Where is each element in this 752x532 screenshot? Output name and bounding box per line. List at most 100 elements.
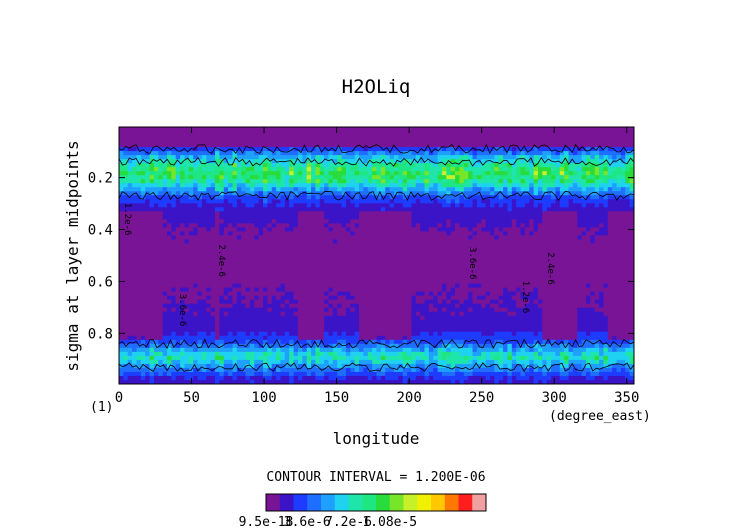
contour-cell xyxy=(315,231,321,236)
contour-cell xyxy=(311,151,316,156)
contour-cell xyxy=(398,287,404,293)
contour-cell xyxy=(450,291,456,297)
contour-cell xyxy=(398,143,404,148)
contour-cell xyxy=(263,243,268,248)
contour-cell xyxy=(145,223,150,228)
contour-cell xyxy=(498,139,504,144)
contour-cell xyxy=(393,251,399,256)
contour-cell xyxy=(193,259,198,264)
contour-cell xyxy=(520,171,526,176)
contour-cell xyxy=(289,271,294,276)
contour-cell xyxy=(463,287,469,293)
contour-cell xyxy=(529,275,535,280)
contour-cell xyxy=(206,275,212,280)
contour-cell xyxy=(167,151,172,156)
contour-cell xyxy=(411,195,417,200)
contour-cell xyxy=(572,131,578,136)
contour-cell xyxy=(254,195,260,200)
contour-cell xyxy=(201,267,207,272)
contour-cell xyxy=(415,151,421,156)
contour-cell xyxy=(564,263,569,268)
contour-cell xyxy=(210,259,216,264)
contour-cell xyxy=(599,275,604,280)
contour-cell xyxy=(311,275,316,280)
contour-cell xyxy=(328,291,334,297)
contour-cell xyxy=(411,251,417,256)
contour-cell xyxy=(507,199,513,204)
contour-cell xyxy=(599,231,604,236)
contour-cell xyxy=(210,179,216,184)
contour-cell xyxy=(158,207,164,212)
contour-cell xyxy=(607,195,613,200)
contour-cell xyxy=(507,143,513,148)
contour-cell xyxy=(241,235,246,240)
contour-cell xyxy=(271,283,277,289)
contour-cell xyxy=(489,131,495,136)
contour-cell xyxy=(415,275,421,280)
contour-cell xyxy=(415,271,421,276)
contour-cell xyxy=(245,219,251,224)
contour-cell xyxy=(119,203,124,208)
contour-cell xyxy=(507,155,513,160)
contour-cell xyxy=(193,255,198,260)
contour-cell xyxy=(201,243,207,248)
contour-cell xyxy=(463,259,469,264)
contour-cell xyxy=(197,243,203,248)
contour-cell xyxy=(215,235,220,240)
contour-cell xyxy=(232,243,238,248)
contour-cell xyxy=(441,199,447,204)
contour-cell xyxy=(132,207,137,212)
contour-cell xyxy=(219,251,225,256)
contour-cell xyxy=(354,231,360,236)
contour-cell xyxy=(140,279,146,285)
contour-cell xyxy=(450,207,456,212)
contour-cell xyxy=(581,251,587,256)
contour-cell xyxy=(590,167,596,172)
contour-cell xyxy=(345,155,351,160)
contour-cell xyxy=(568,199,574,204)
contour-cell xyxy=(472,195,478,200)
contour-cell xyxy=(437,187,443,192)
contour-cell xyxy=(503,139,508,144)
contour-cell xyxy=(625,155,631,160)
contour-cell xyxy=(284,179,290,184)
contour-cell xyxy=(529,143,535,148)
contour-cell xyxy=(337,259,342,264)
contour-cell xyxy=(385,247,390,252)
contour-cell xyxy=(402,227,408,232)
contour-cell xyxy=(249,171,255,176)
contour-cell xyxy=(411,263,417,268)
contour-cell xyxy=(188,263,194,268)
contour-cell xyxy=(524,187,530,192)
contour-cell xyxy=(201,171,207,176)
contour-cell xyxy=(402,155,408,160)
contour-cell xyxy=(180,231,185,236)
contour-cell xyxy=(341,263,347,268)
contour-cell xyxy=(468,215,473,220)
contour-cell xyxy=(559,159,565,164)
contour-cell xyxy=(450,283,456,289)
contour-cell xyxy=(450,183,456,188)
contour-cell xyxy=(459,255,465,260)
contour-cell xyxy=(171,231,177,236)
contour-cell xyxy=(629,223,634,228)
contour-cell xyxy=(306,151,312,156)
contour-cell xyxy=(372,251,377,256)
contour-cell xyxy=(389,151,395,156)
contour-cell xyxy=(524,275,530,280)
contour-cell xyxy=(389,155,395,160)
contour-cell xyxy=(180,271,185,276)
contour-cell xyxy=(171,251,177,256)
contour-cell xyxy=(472,259,478,264)
contour-cell xyxy=(171,167,177,172)
contour-cell xyxy=(607,243,613,248)
contour-cell xyxy=(149,211,155,216)
contour-cell xyxy=(476,167,482,172)
contour-cell xyxy=(498,263,504,268)
contour-cell xyxy=(411,199,417,204)
contour-cell xyxy=(620,155,626,160)
contour-cell xyxy=(516,243,521,248)
contour-cell xyxy=(420,139,425,144)
contour-cell xyxy=(590,243,596,248)
contour-cell xyxy=(481,239,487,244)
